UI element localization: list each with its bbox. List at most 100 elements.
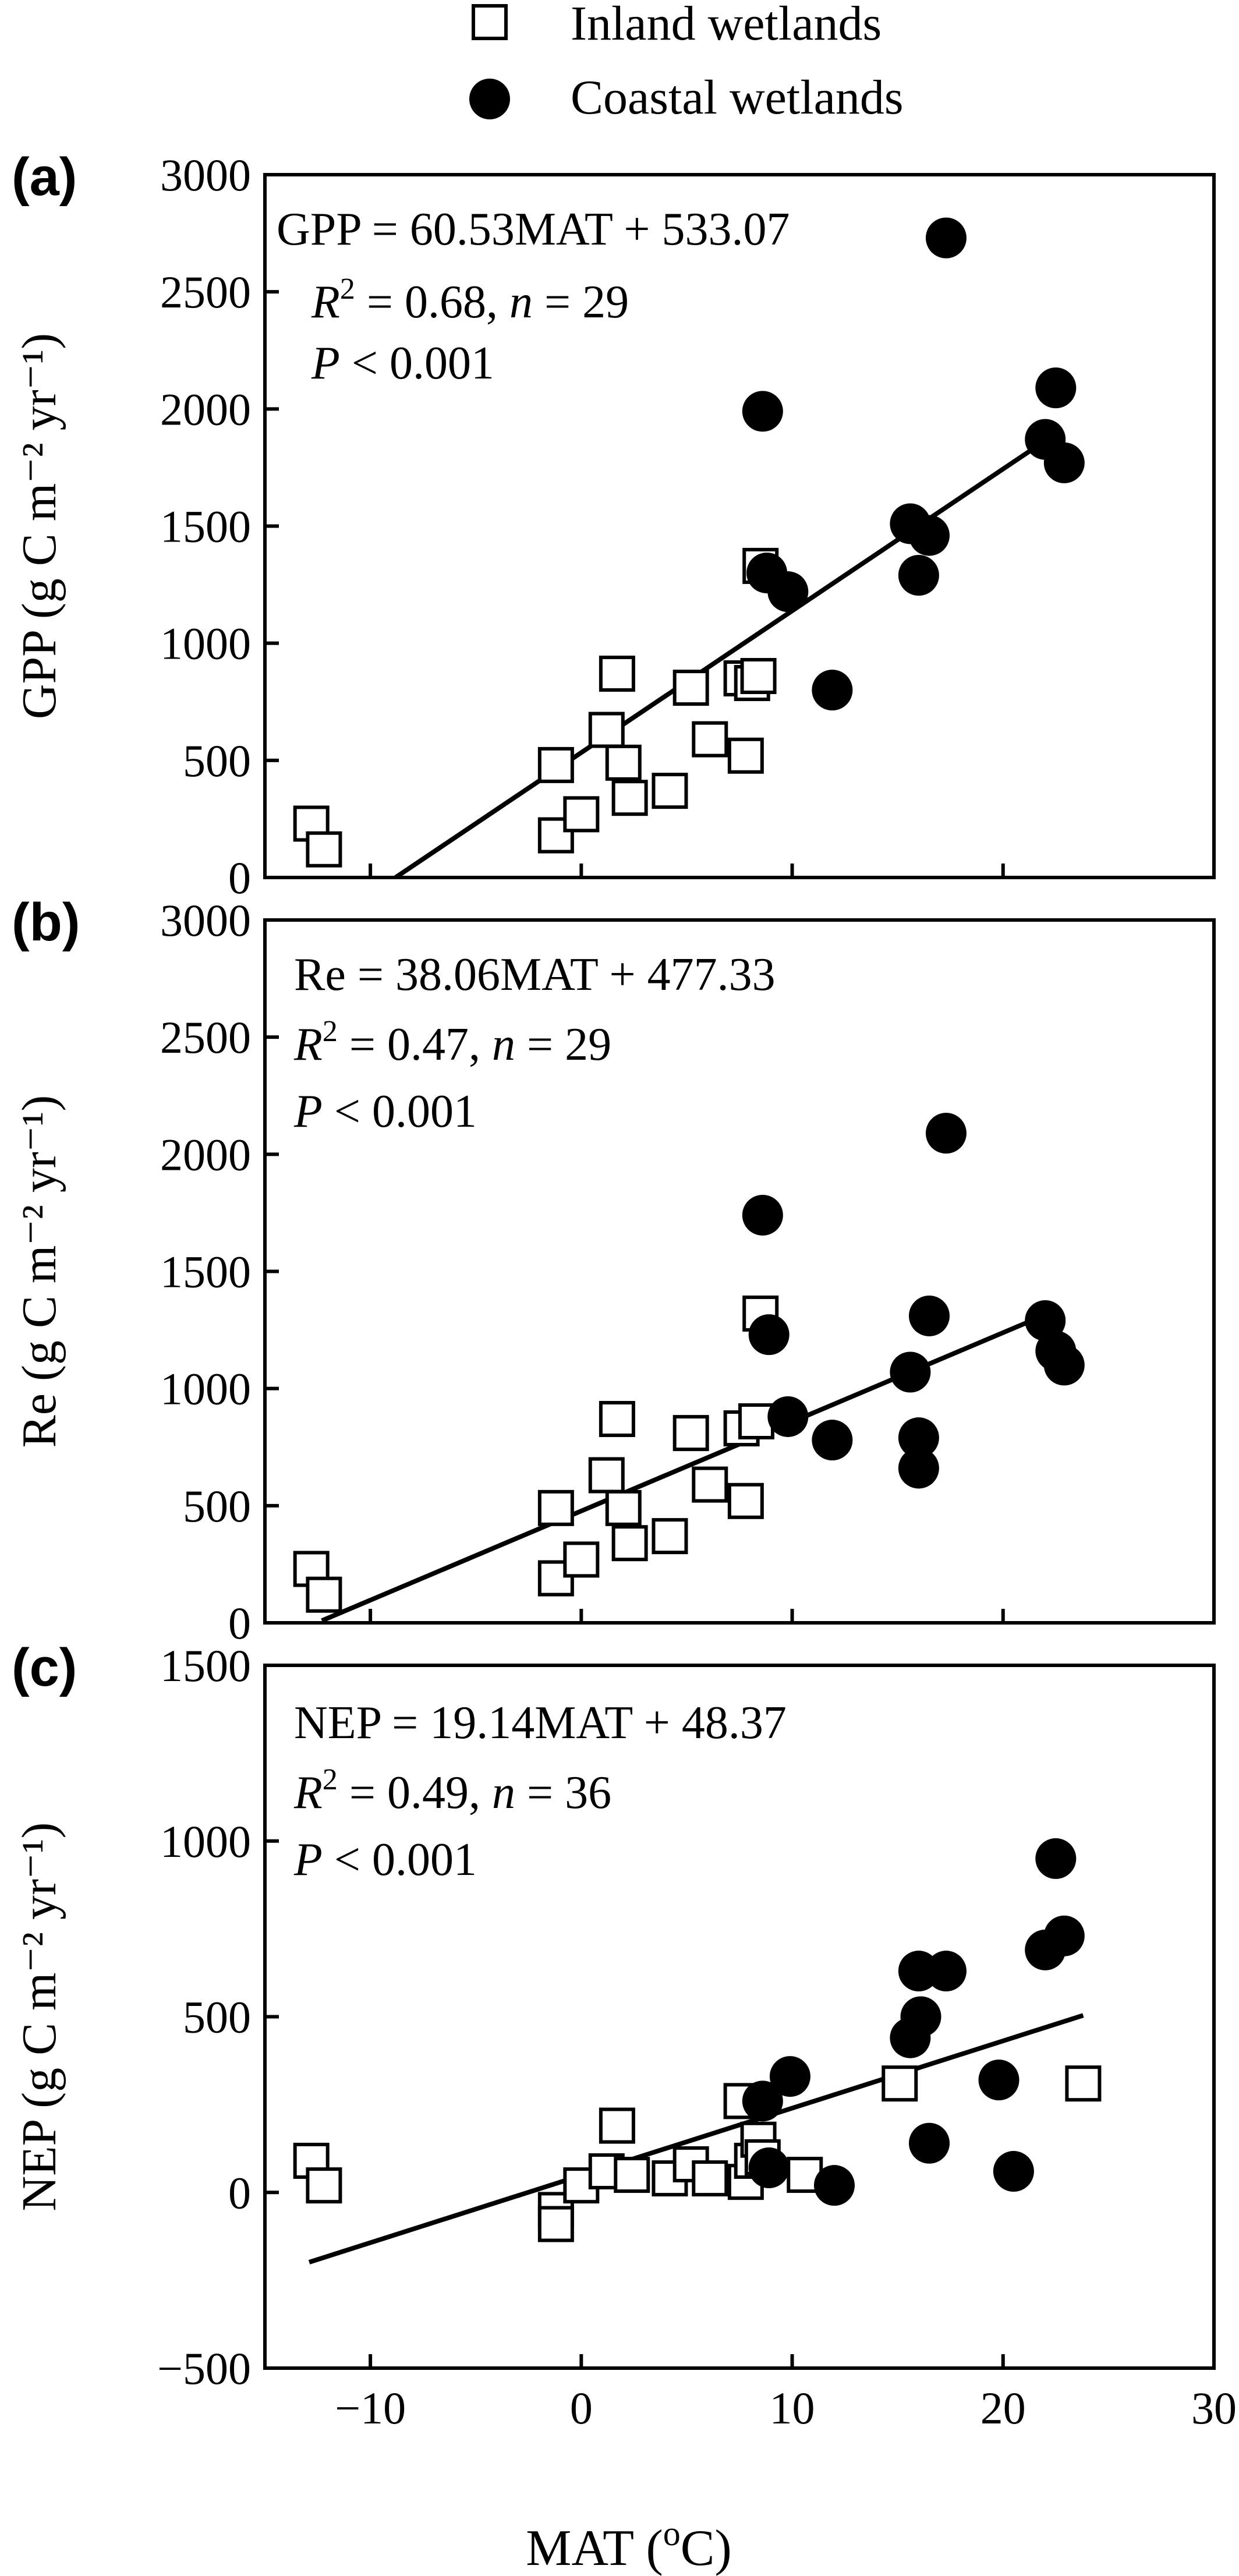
y-tick-label: 3000 bbox=[160, 150, 251, 200]
panel-b: 0 500 1000 1500 2000 2500 3000 (b) Re (g C m⁻² y… bbox=[12, 893, 1216, 1648]
coastal-point bbox=[742, 1194, 783, 1236]
y-tick-label: 2000 bbox=[160, 384, 251, 434]
y-tick-label: 500 bbox=[183, 735, 251, 786]
inland-point bbox=[537, 2206, 574, 2242]
panel-c: −500 0 500 1000 1500 −10 0 10 20 30 (c) NEP (g C m⁻… bbox=[12, 1638, 1237, 2433]
y-tick-label: 1500 bbox=[160, 1247, 251, 1297]
inland-point bbox=[740, 657, 777, 694]
y-tick-label: 0 bbox=[228, 852, 251, 903]
inland-point bbox=[652, 773, 688, 809]
y-tick-label: 1000 bbox=[160, 1816, 251, 1867]
coastal-point bbox=[900, 1996, 941, 2037]
y-tick-label: 2500 bbox=[160, 267, 251, 317]
x-tick-label: 20 bbox=[980, 2383, 1026, 2433]
panel-letter: (b) bbox=[12, 893, 80, 952]
p-value: P < 0.001 bbox=[293, 1086, 477, 1137]
y-tick-label: 0 bbox=[228, 2167, 251, 2218]
y-tick-label: 1000 bbox=[160, 618, 251, 669]
panel-letter: (c) bbox=[12, 1638, 77, 1697]
inland-point bbox=[1065, 2065, 1102, 2102]
coastal-point bbox=[978, 2060, 1019, 2101]
coastal-point bbox=[925, 1113, 967, 1154]
coastal-point bbox=[898, 1417, 939, 1459]
inland-point bbox=[605, 1489, 642, 1526]
x-tick-label: 0 bbox=[570, 2383, 593, 2433]
coastal-point bbox=[898, 1448, 939, 1489]
coastal-point bbox=[812, 670, 853, 711]
coastal-point bbox=[909, 2122, 950, 2164]
legend-coastal-marker bbox=[469, 79, 510, 119]
y-tick-label: 500 bbox=[183, 1992, 251, 2043]
inland-point bbox=[588, 1457, 625, 1494]
inland-point bbox=[306, 2167, 342, 2204]
inland-point bbox=[692, 721, 728, 758]
coastal-point bbox=[812, 1420, 853, 1461]
x-tick-label: 10 bbox=[770, 2383, 815, 2433]
coastal-point bbox=[925, 217, 967, 259]
y-tick-label: −500 bbox=[157, 2343, 251, 2394]
panel-a: 0 500 1000 1500 2000 2500 3000 (a) GPP (g C m⁻² … bbox=[12, 147, 1216, 903]
inland-point bbox=[537, 746, 574, 783]
coastal-point bbox=[1043, 1344, 1085, 1386]
inland-point bbox=[605, 744, 642, 781]
inland-point bbox=[611, 1525, 648, 1562]
y-tick-label: 1000 bbox=[160, 1364, 251, 1414]
y-tick-label: 1500 bbox=[160, 1640, 251, 1691]
coastal-point bbox=[909, 515, 950, 556]
inland-point bbox=[563, 796, 600, 833]
inland-point bbox=[672, 1415, 709, 1452]
y-axis-label: Re (g C m⁻² yr⁻¹) bbox=[12, 1095, 66, 1448]
regression-equation: NEP = 19.14MAT + 48.37 bbox=[294, 1697, 787, 1749]
legend-inland-label: Inland wetlands bbox=[571, 0, 882, 51]
inland-point bbox=[738, 1403, 774, 1439]
inland-point bbox=[588, 712, 625, 748]
inland-point bbox=[306, 1576, 342, 1613]
coastal-point bbox=[1043, 1915, 1085, 1956]
inland-point bbox=[599, 2107, 635, 2144]
y-axis-label: NEP (g C m⁻² yr⁻¹) bbox=[12, 1823, 66, 2211]
inland-point bbox=[537, 1560, 574, 1597]
coastal-point bbox=[925, 1951, 967, 1992]
y-tick-label: 1500 bbox=[160, 501, 251, 552]
coastal-point bbox=[769, 2056, 810, 2097]
regression-equation: Re = 38.06MAT + 477.33 bbox=[294, 949, 776, 1000]
y-tick-label: 3000 bbox=[160, 895, 251, 946]
y-axis-label: GPP (g C m⁻² yr⁻¹) bbox=[12, 333, 66, 719]
r-squared: R2 = 0.49, n = 36 bbox=[293, 1763, 611, 1818]
coastal-point bbox=[1035, 1838, 1077, 1879]
coastal-point bbox=[742, 2080, 783, 2122]
inland-point bbox=[611, 780, 648, 816]
inland-point bbox=[727, 1482, 764, 1519]
coastal-point bbox=[767, 571, 809, 613]
p-value: P < 0.001 bbox=[293, 1834, 477, 1885]
legend-inland-marker bbox=[472, 4, 508, 40]
regression-equation: GPP = 60.53MAT + 533.07 bbox=[277, 204, 790, 255]
coastal-point bbox=[993, 2151, 1034, 2192]
legend: Inland wetlands Coastal wetlands bbox=[469, 0, 904, 125]
inland-point bbox=[692, 1466, 728, 1503]
coastal-point bbox=[1043, 442, 1085, 483]
inland-point bbox=[537, 1489, 574, 1526]
regression-line bbox=[394, 434, 1053, 880]
legend-coastal-label: Coastal wetlands bbox=[571, 70, 904, 125]
inland-point bbox=[306, 831, 342, 868]
coastal-point bbox=[748, 2147, 790, 2189]
inland-point bbox=[563, 1541, 600, 1578]
regression-line bbox=[308, 2013, 1084, 2264]
panel-letter: (a) bbox=[12, 147, 77, 207]
y-tick-label: 2000 bbox=[160, 1129, 251, 1180]
x-tick-label: −10 bbox=[335, 2383, 406, 2433]
y-tick-label: 500 bbox=[183, 1481, 251, 1531]
r-squared: R2 = 0.47, n = 29 bbox=[293, 1015, 611, 1070]
inland-point bbox=[727, 737, 764, 774]
coastal-point bbox=[1035, 367, 1077, 409]
inland-point bbox=[599, 655, 635, 692]
inland-point bbox=[882, 2065, 918, 2102]
inland-point bbox=[672, 670, 709, 706]
r-squared: R2 = 0.68, n = 29 bbox=[311, 273, 629, 328]
p-value: P < 0.001 bbox=[311, 338, 494, 389]
coastal-point bbox=[767, 1396, 809, 1437]
inland-point bbox=[652, 1518, 688, 1555]
x-tick-label: 30 bbox=[1191, 2383, 1237, 2433]
